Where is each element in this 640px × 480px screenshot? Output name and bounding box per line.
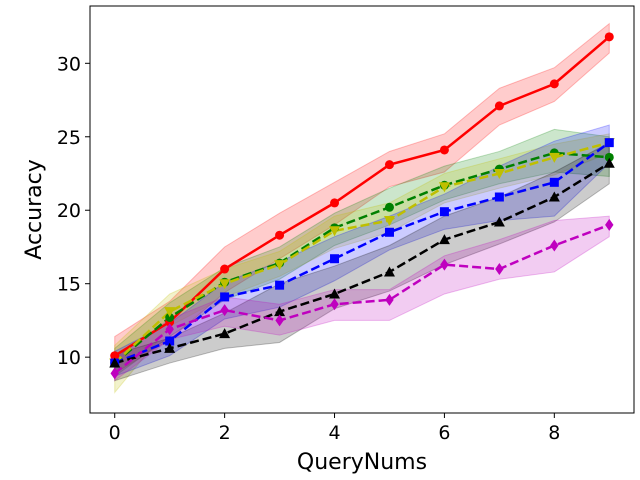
marker-red (110, 351, 120, 361)
x-tick-label: 6 (438, 422, 450, 444)
marker-red (549, 79, 559, 89)
band-magenta (114, 215, 610, 382)
x-tick-label: 0 (109, 422, 121, 444)
marker-magenta (440, 258, 449, 271)
line-yellow (113, 141, 610, 364)
marker-blue (275, 280, 285, 290)
y-tick-label: 15 (57, 274, 81, 296)
marker-red (275, 230, 285, 240)
marker-black (493, 216, 505, 227)
marker-blue (549, 177, 559, 187)
y-tick-label: 10 (57, 347, 81, 369)
marker-black (548, 191, 560, 202)
marker-blue (494, 192, 504, 202)
marker-yellow (438, 182, 450, 193)
marker-magenta (495, 263, 504, 276)
series-markers (109, 32, 615, 380)
marker-magenta (330, 298, 339, 311)
y-tick-label: 30 (57, 53, 81, 75)
marker-magenta (275, 314, 284, 327)
y-axis-ticks: 10 15 20 25 30 (57, 53, 90, 369)
band-red (114, 22, 610, 375)
marker-blue (220, 292, 230, 302)
marker-red (384, 160, 394, 170)
line-green (113, 151, 610, 365)
confidence-bands (114, 22, 610, 394)
marker-green (165, 312, 175, 322)
marker-green (604, 152, 614, 162)
line-black (114, 162, 610, 365)
marker-red (604, 32, 614, 42)
marker-red (494, 101, 504, 111)
marker-yellow (219, 279, 231, 290)
marker-yellow (493, 169, 505, 180)
marker-black (383, 266, 395, 277)
marker-magenta (110, 367, 119, 380)
x-axis-ticks: 0 2 4 6 8 (109, 413, 560, 444)
marker-black (329, 288, 341, 299)
y-tick-label: 25 (57, 127, 81, 149)
marker-red (439, 145, 449, 155)
x-tick-label: 8 (548, 422, 560, 444)
plot-frame (89, 5, 635, 414)
marker-black (274, 306, 286, 317)
x-axis-label: QueryNums (297, 450, 427, 475)
marker-yellow (274, 260, 286, 271)
marker-blue (439, 207, 449, 217)
marker-yellow (383, 216, 395, 227)
marker-black (164, 342, 176, 353)
x-tick-label: 4 (328, 422, 340, 444)
marker-blue (384, 227, 394, 237)
marker-yellow (548, 152, 560, 163)
marker-red (220, 264, 230, 274)
marker-black (603, 157, 615, 168)
marker-yellow (164, 307, 176, 318)
marker-green (384, 202, 394, 212)
line-red (114, 35, 611, 357)
marker-magenta (165, 323, 174, 336)
marker-red (330, 198, 340, 208)
marker-blue (604, 138, 614, 148)
marker-magenta (550, 239, 559, 252)
marker-yellow (329, 226, 341, 237)
marker-magenta (220, 304, 229, 317)
marker-blue (330, 254, 340, 264)
band-black (114, 141, 610, 382)
marker-magenta (605, 218, 614, 231)
line-magenta (113, 223, 610, 375)
marker-black (219, 328, 231, 339)
y-tick-label: 20 (57, 200, 81, 222)
marker-magenta (385, 293, 394, 306)
x-tick-label: 2 (219, 422, 231, 444)
marker-blue (165, 336, 175, 346)
series-lines (113, 35, 611, 375)
y-axis-label: Accuracy (22, 159, 47, 259)
marker-black (438, 234, 450, 245)
marker-black (109, 357, 121, 368)
